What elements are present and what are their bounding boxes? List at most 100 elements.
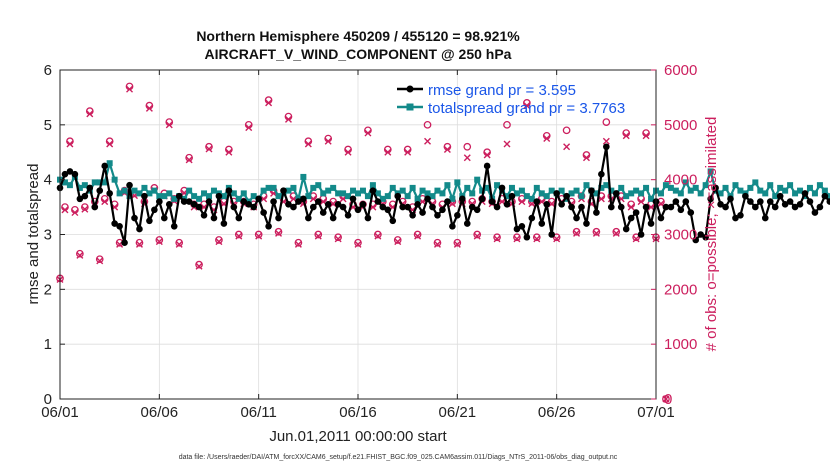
totalspread-point (474, 176, 481, 183)
rmse-point (816, 203, 824, 211)
obs-possible-point (393, 236, 402, 244)
rmse-point (826, 198, 830, 205)
rmse-point (399, 203, 407, 211)
obs-assimilated-point (533, 235, 541, 243)
rmse-point (170, 222, 178, 230)
rmse-point (250, 203, 257, 211)
obs-possible-point (433, 238, 442, 247)
totalspread-point (578, 193, 585, 200)
totalspread-point (508, 184, 515, 191)
obs-assimilated-point (602, 137, 610, 145)
totalspread-point (518, 187, 525, 194)
totalspread-point (141, 184, 148, 191)
rmse-point (781, 201, 789, 208)
totalspread-point (772, 193, 779, 200)
obs-assimilated-point (573, 229, 581, 237)
totalspread-point (156, 193, 163, 200)
totalspread-point (131, 187, 138, 194)
obs-possible-point (503, 120, 511, 129)
obs-assimilated-point (255, 232, 263, 240)
obs-possible-point (195, 260, 203, 269)
obs-assimilated-point (314, 232, 322, 240)
obs-assimilated-point (627, 203, 635, 211)
obs-assimilated-point (483, 151, 491, 159)
obs-assimilated-point (86, 110, 94, 118)
y-left-tick-label: 4 (44, 172, 52, 189)
y-right-tick-label: 6000 (664, 62, 697, 79)
obs-assimilated-point (101, 198, 109, 206)
rmse-point (295, 198, 302, 205)
obs-assimilated-point (523, 102, 531, 110)
totalspread-point (345, 193, 352, 200)
obs-possible-point (374, 230, 382, 239)
obs-assimilated-point (106, 140, 114, 148)
totalspread-point (558, 187, 565, 194)
totalspread-point (260, 187, 267, 194)
obs-assimilated-point (145, 104, 153, 112)
totalspread-point (66, 182, 73, 189)
y-left-tick-label: 3 (44, 227, 52, 244)
rmse-point (344, 212, 352, 219)
rmse-point (493, 203, 501, 211)
rmse-point (414, 201, 421, 208)
rmse-point (81, 192, 89, 200)
axis-ticks: 06/01 06/06 06/11 06/16 06/21 06/26 07/0101234… (41, 62, 697, 421)
totalspread-point (265, 184, 272, 191)
obs-assimilated-point (364, 129, 372, 137)
rmse-point (473, 206, 481, 214)
rmse-point (578, 203, 585, 211)
rmse-point (419, 209, 426, 216)
rmse-point (349, 195, 357, 203)
obs-assimilated-point (354, 240, 362, 248)
rmse-point (240, 198, 248, 205)
obs-assimilated-point (622, 132, 630, 140)
rmse-point (463, 220, 471, 227)
obs-assimilated-point (662, 395, 670, 403)
rmse-point (508, 192, 516, 200)
rmse-point (687, 209, 695, 216)
obs-assimilated-point (453, 240, 461, 248)
totalspread-point (439, 190, 446, 197)
rmse-point (126, 181, 133, 189)
legend: rmse grand pr = 3.595 totalspread grand … (397, 82, 625, 117)
rmse-point (205, 198, 213, 205)
rmse-point (136, 225, 143, 233)
obs-possible-point (274, 227, 283, 236)
rmse-point (310, 203, 317, 211)
totalspread-point (692, 184, 699, 191)
totalspread-point (359, 187, 366, 194)
rmse-point (682, 198, 690, 205)
rmse-point (617, 203, 625, 211)
totalspread-point (201, 190, 208, 197)
rmse-point (334, 201, 342, 208)
rmse-point (121, 239, 128, 247)
rmse-point (598, 170, 605, 178)
totalspread-point (747, 184, 754, 191)
rmse-point (717, 201, 724, 208)
legend-spread-label: totalspread grand pr = 3.7763 (428, 100, 625, 117)
rmse-point (131, 214, 138, 222)
totalspread-point (419, 187, 426, 194)
rmse-point (329, 214, 337, 222)
rmse-point (568, 203, 575, 211)
obs-assimilated-point (374, 232, 382, 240)
obs-possible-point (354, 238, 362, 247)
rmse-point (483, 162, 491, 170)
obs-possible-point (294, 238, 303, 247)
rmse-point (314, 198, 322, 205)
rmse-point (180, 198, 188, 205)
gridlines (60, 70, 656, 399)
obs-possible-point (95, 255, 104, 264)
rmse-point (424, 195, 431, 203)
totalspread-point (76, 184, 83, 191)
totalspread-point (568, 190, 575, 197)
obs-assimilated-point (66, 140, 74, 148)
rmse-point (796, 201, 804, 208)
rmse-point (185, 198, 193, 205)
obs-assimilated-point (96, 257, 104, 265)
obs-possible-point (413, 230, 422, 239)
totalspread-point (633, 187, 640, 194)
obs-assimilated-point (81, 205, 89, 213)
obs-assimilated-point (394, 238, 402, 246)
totalspread-point (687, 187, 694, 194)
